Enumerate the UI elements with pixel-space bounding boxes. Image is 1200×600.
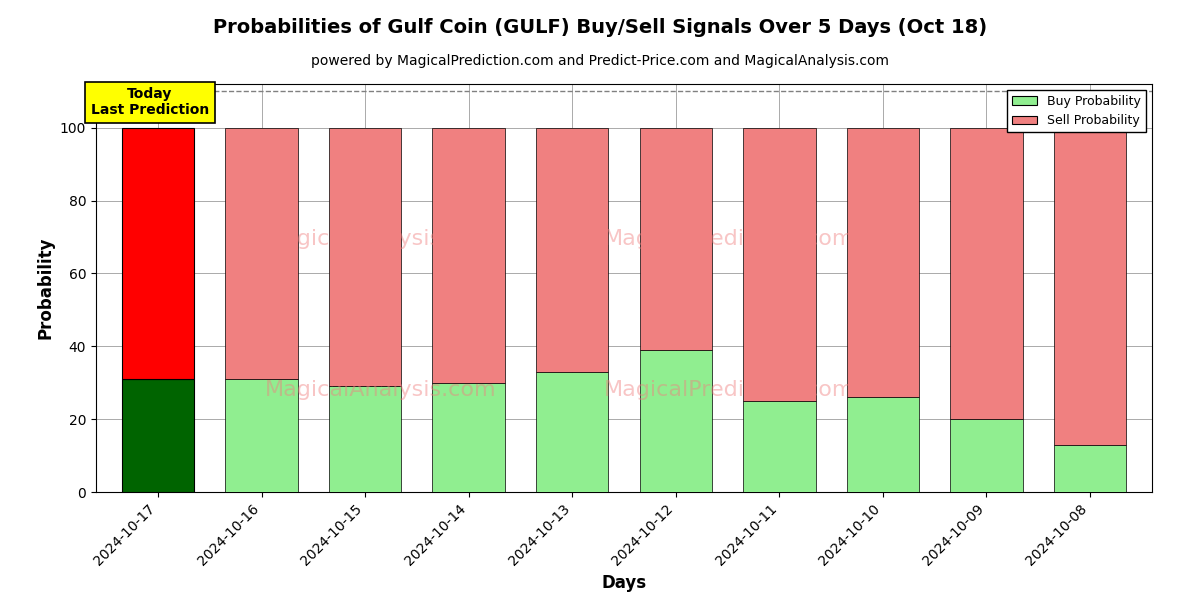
X-axis label: Days: Days: [601, 574, 647, 592]
Bar: [536, 372, 608, 492]
Text: MagicalAnalysis.com: MagicalAnalysis.com: [265, 380, 497, 400]
Bar: [432, 128, 505, 383]
Bar: [640, 350, 712, 492]
Bar: [1054, 445, 1126, 492]
Bar: [329, 128, 402, 386]
Bar: [329, 386, 402, 492]
Bar: [846, 397, 919, 492]
Text: MagicalPrediction.com: MagicalPrediction.com: [605, 380, 854, 400]
Text: Today
Last Prediction: Today Last Prediction: [91, 87, 209, 118]
Bar: [743, 401, 816, 492]
Bar: [536, 128, 608, 372]
Bar: [743, 128, 816, 401]
Y-axis label: Probability: Probability: [36, 237, 54, 339]
Bar: [226, 379, 298, 492]
Text: MagicalPrediction.com: MagicalPrediction.com: [605, 229, 854, 249]
Text: Probabilities of Gulf Coin (GULF) Buy/Sell Signals Over 5 Days (Oct 18): Probabilities of Gulf Coin (GULF) Buy/Se…: [212, 18, 988, 37]
Bar: [846, 128, 919, 397]
Bar: [122, 379, 194, 492]
Bar: [950, 419, 1022, 492]
Text: powered by MagicalPrediction.com and Predict-Price.com and MagicalAnalysis.com: powered by MagicalPrediction.com and Pre…: [311, 54, 889, 68]
Bar: [432, 383, 505, 492]
Legend: Buy Probability, Sell Probability: Buy Probability, Sell Probability: [1007, 90, 1146, 133]
Text: MagicalAnalysis.com: MagicalAnalysis.com: [265, 229, 497, 249]
Bar: [950, 128, 1022, 419]
Bar: [640, 128, 712, 350]
Bar: [122, 128, 194, 379]
Bar: [226, 128, 298, 379]
Bar: [1054, 128, 1126, 445]
